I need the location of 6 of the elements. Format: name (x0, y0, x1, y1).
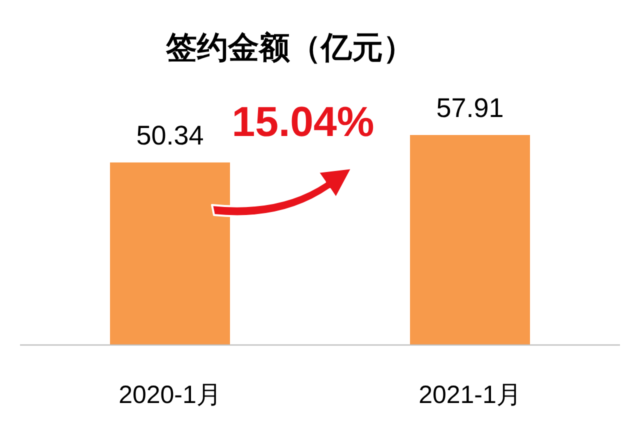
data-label: 57.91 (436, 93, 504, 123)
data-label: 50.34 (136, 120, 204, 150)
annotation: 15.04% (232, 98, 374, 145)
x-tick-label: 2021-1月 (418, 381, 522, 409)
title: 签约金额（亿元） (166, 30, 414, 65)
x-tick-label: 2020-1月 (118, 381, 222, 409)
